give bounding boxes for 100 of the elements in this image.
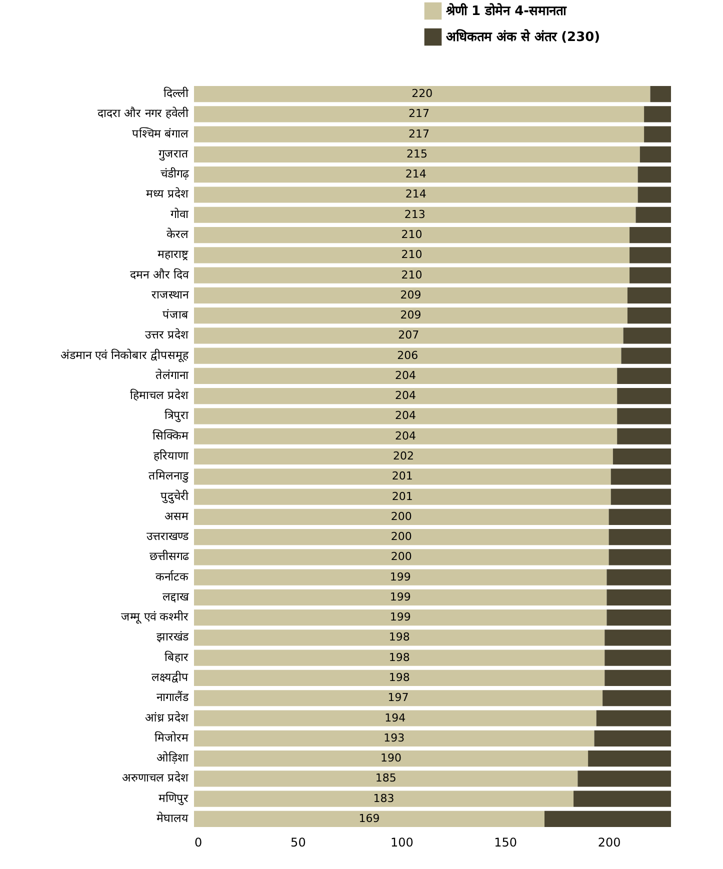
bar (627, 287, 671, 304)
bar (610, 488, 671, 505)
x-tick-label: 50 (290, 836, 306, 850)
data-label: 210 (401, 268, 422, 282)
bar (194, 589, 607, 606)
bar (623, 328, 671, 344)
data-label: 217 (408, 107, 430, 120)
bar (644, 126, 671, 142)
bar (194, 528, 609, 546)
bar (608, 528, 671, 546)
bar (617, 388, 671, 404)
bar (574, 790, 671, 807)
y-tick-label: तमिलनाडु (148, 468, 190, 484)
data-label: 210 (401, 228, 422, 242)
data-label: 209 (400, 308, 422, 322)
bar (194, 610, 607, 626)
data-label: 214 (405, 168, 426, 181)
bar (194, 186, 638, 203)
y-tick-label: दिल्ली (164, 86, 190, 100)
bar (638, 166, 671, 183)
y-tick-label: गुजरात (158, 146, 188, 162)
bar (194, 710, 596, 726)
data-label: 200 (390, 510, 412, 523)
data-label: 185 (375, 772, 396, 785)
data-label: 198 (388, 630, 410, 644)
bar (630, 247, 671, 264)
y-tick-label: जम्मू एवं कश्मीर (121, 610, 188, 625)
data-label: 217 (408, 127, 430, 140)
x-tick-label: 100 (390, 836, 414, 850)
y-tick-label: मिजोरम (154, 730, 190, 744)
y-tick-label: लद्दाख (162, 589, 190, 604)
y-tick-label: दादरा और नगर हवेली (98, 106, 190, 120)
bar (194, 428, 618, 444)
y-tick-label: झारखंड (156, 630, 190, 644)
bar (638, 186, 671, 203)
bar (621, 348, 671, 364)
bar (194, 86, 650, 102)
bar (630, 226, 671, 244)
data-label: 213 (404, 208, 426, 221)
y-tick-label: चंडीगढ़ (160, 166, 190, 181)
y-tick-label: लक्ष्यद्वीप (152, 670, 188, 684)
y-tick-label: केरल (166, 227, 188, 242)
y-tick-label: दमन और दिव (130, 267, 190, 282)
bar (194, 126, 644, 142)
data-label: 169 (358, 812, 380, 825)
bar (194, 166, 638, 183)
bar (194, 650, 605, 666)
bar (194, 348, 622, 364)
bar (194, 468, 611, 485)
y-tick-label: बिहार (164, 650, 188, 664)
bar (644, 106, 671, 122)
bar (194, 730, 594, 746)
data-label: 215 (406, 147, 428, 160)
bar (194, 549, 609, 566)
y-tick-label: पुदुचेरी (160, 488, 190, 504)
y-tick-label: उत्तराखण्ड (146, 529, 190, 544)
bar (194, 810, 544, 827)
data-label: 209 (400, 288, 422, 302)
y-tick-label: तेलंगाना (156, 368, 190, 382)
bar (608, 549, 671, 566)
y-tick-label: आंध्र प्रदेश (144, 710, 188, 724)
data-label: 199 (390, 610, 411, 624)
bar (608, 508, 671, 525)
bar (194, 226, 630, 244)
legend-label: श्रेणी 1 डोमेन 4-समानता (445, 3, 568, 19)
data-label: 202 (392, 450, 414, 462)
bar (194, 106, 644, 122)
bar (194, 569, 607, 586)
bar (606, 589, 671, 606)
data-label: 207 (398, 328, 420, 342)
y-tick-label: नागालैंड (156, 690, 190, 704)
bar (604, 630, 671, 646)
bar (194, 448, 613, 465)
bar (596, 710, 671, 726)
y-tick-label: उत्तर प्रदेश (144, 328, 188, 342)
x-tick-label: 150 (494, 836, 518, 850)
bar (194, 206, 636, 223)
bar (194, 488, 611, 505)
x-tick-label: 200 (598, 836, 621, 850)
data-label: 201 (392, 470, 413, 483)
data-label: 190 (380, 752, 402, 765)
bar (636, 206, 671, 223)
y-tick-label: महाराष्ट्र (158, 247, 188, 262)
data-label: 204 (395, 368, 416, 382)
data-label: 198 (388, 650, 410, 664)
bar (194, 267, 630, 284)
data-label: 193 (384, 731, 405, 744)
bar (650, 86, 671, 102)
bar (588, 750, 671, 767)
bar (602, 690, 671, 706)
bar (630, 267, 671, 284)
bar (194, 690, 603, 706)
bar (194, 287, 628, 304)
bar (606, 610, 671, 626)
y-tick-label: त्रिपुरा (164, 408, 190, 424)
y-tick-label: अरुणाचल प्रदेश (122, 770, 188, 785)
bar (604, 670, 671, 686)
data-label: 210 (401, 248, 422, 262)
y-tick-label: ओड़िशा (156, 750, 190, 765)
y-tick-label: पंजाब (162, 308, 188, 322)
